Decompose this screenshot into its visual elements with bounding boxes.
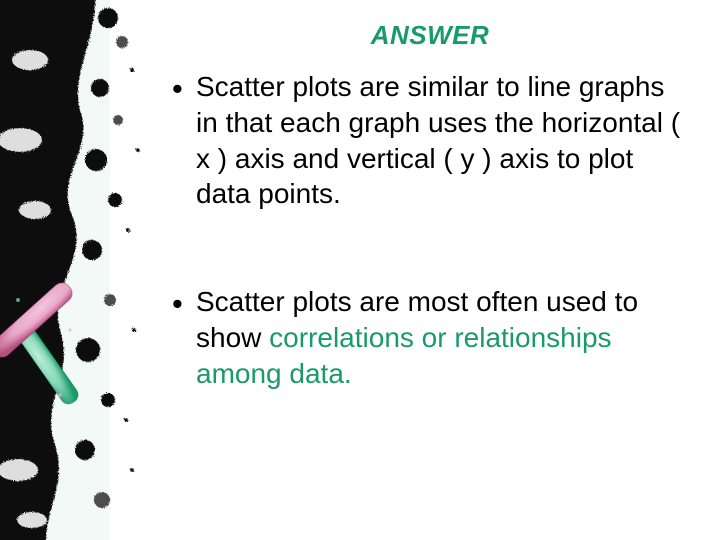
sidebar-svg: [0, 0, 155, 540]
bullet-item: Scatter plots are similar to line graphs…: [170, 69, 690, 212]
decorative-sidebar: [0, 0, 155, 540]
bullet-item: Scatter plots are most often used to sho…: [170, 284, 690, 391]
slide-content: ANSWER Scatter plots are similar to line…: [170, 20, 690, 520]
bullet-list: Scatter plots are similar to line graphs…: [170, 69, 690, 392]
slide-title: ANSWER: [170, 20, 690, 51]
bullet-text: Scatter plots are similar to line graphs…: [196, 71, 680, 209]
